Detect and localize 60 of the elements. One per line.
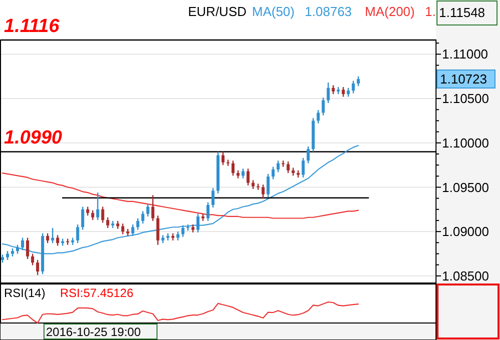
candlestick: [81, 206, 84, 230]
candlestick: [121, 222, 124, 235]
text: 1.: [425, 4, 436, 19]
y-tick-label: 1.10500: [442, 91, 489, 106]
y-tick-label: 1.09000: [442, 224, 489, 240]
candlestick: [21, 237, 24, 251]
chart-title: EUR/USD: [188, 4, 247, 19]
text: 2016-10-25 19:00: [46, 325, 142, 339]
candlestick: [46, 232, 50, 244]
candlestick: [151, 194, 154, 222]
candlestick: [326, 82, 330, 104]
candlestick: [56, 234, 60, 246]
chart-title: RSI(14): [4, 286, 46, 300]
candlestick: [356, 76, 360, 87]
candlestick: [91, 210, 94, 221]
text: MA(200): [364, 4, 415, 19]
candlestick: [96, 192, 100, 221]
candlestick: [31, 253, 34, 266]
y-tick-label: 1.10000: [442, 135, 489, 150]
candlestick: [36, 259, 40, 276]
candlestick: [131, 224, 134, 237]
candlestick: [232, 160, 235, 176]
candlestick: [246, 168, 250, 186]
candlestick: [316, 109, 320, 124]
text: 1.10723: [440, 72, 487, 87]
candlestick: [156, 215, 160, 246]
candlestick: [322, 97, 325, 116]
text: RSI:57.45126: [60, 286, 134, 300]
candlestick: [101, 206, 104, 224]
candlestick: [302, 157, 305, 178]
candlestick: [26, 237, 30, 260]
ref-line-label: 1.1116: [4, 16, 60, 37]
y-tick-label: 1.08500: [442, 268, 489, 284]
candlestick: [266, 173, 270, 198]
candlestick: [196, 213, 200, 234]
candlestick: [146, 203, 150, 218]
candlestick: [206, 202, 210, 222]
candlestick: [76, 224, 80, 244]
candlestick: [352, 80, 355, 94]
y-tick-label: 1.11000: [442, 46, 488, 62]
ref-line-label: 1.0990: [4, 128, 63, 149]
text: MA(50): [252, 4, 295, 19]
candlestick: [51, 227, 54, 244]
candlestick: [272, 166, 275, 180]
candlestick: [286, 160, 290, 174]
candlestick: [262, 184, 265, 200]
text: 1.11548: [439, 5, 486, 20]
candlestick: [306, 146, 310, 164]
candlestick: [181, 224, 184, 238]
y-tick-label: 1.09500: [442, 180, 489, 195]
candlestick: [106, 216, 110, 229]
candlestick: [136, 218, 140, 230]
candlestick: [276, 160, 280, 173]
text: 1.08763: [304, 4, 352, 19]
line-series: [2, 172, 359, 219]
candlestick: [242, 168, 245, 179]
candlestick: [342, 86, 345, 98]
candlestick: [141, 210, 144, 224]
candlestick: [211, 188, 214, 208]
candlestick: [222, 151, 225, 166]
